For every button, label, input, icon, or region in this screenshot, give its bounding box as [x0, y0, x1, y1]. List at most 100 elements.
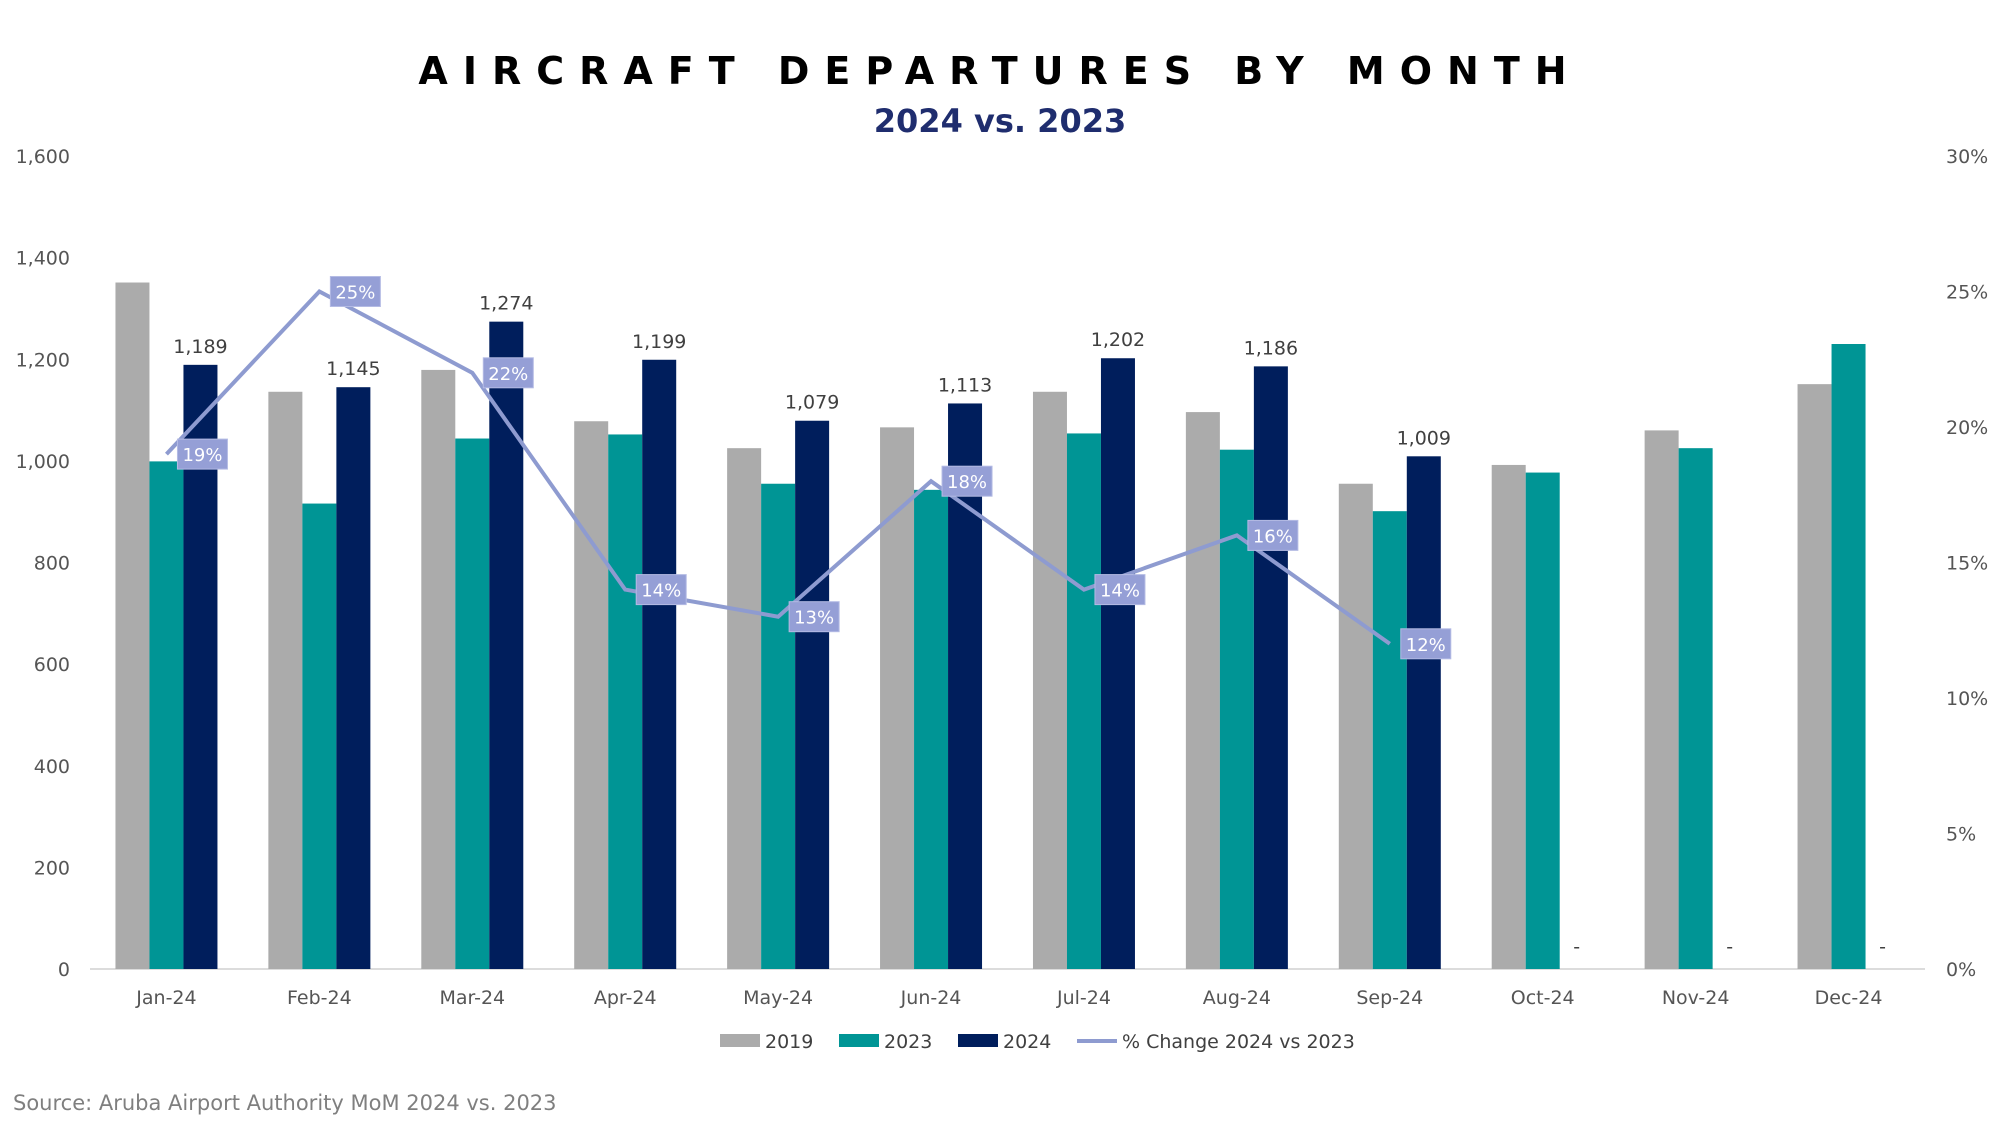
bar-2024-Mar-24 [489, 321, 524, 969]
legend-swatch-2023 [839, 1034, 879, 1047]
x-tick-label: May-24 [743, 987, 813, 1009]
x-tick-label: Jul-24 [1056, 987, 1111, 1009]
pct-label: 16% [1253, 526, 1293, 547]
y-axis-right: 0% 5% 10% 15% 20% 25% 30% [1946, 146, 1988, 981]
y2-tick-label: 5% [1946, 824, 1976, 846]
bar-2024-Sep-24 [1406, 456, 1441, 969]
pct-label: 18% [947, 472, 987, 493]
y-tick-label: 1,600 [16, 146, 70, 168]
legend-label-pct-change: % Change 2024 vs 2023 [1122, 1031, 1355, 1053]
pct-label-box [635, 574, 687, 606]
bar-2019-Dec-24 [1797, 384, 1832, 969]
legend-label-2023: 2023 [884, 1031, 932, 1053]
bar-2019-Jul-24 [1032, 391, 1067, 969]
y-tick-label: 800 [34, 553, 70, 575]
chart-title: AIRCRAFT DEPARTURES BY MONTH [418, 49, 1581, 93]
pct-change-polyline [165, 289, 1391, 646]
chart-subtitle: 2024 vs. 2023 [874, 102, 1126, 140]
pct-label-box [1400, 628, 1452, 660]
bar-2019-Feb-24 [268, 391, 303, 969]
pct-change-line: 19% 25% 22% 14% 13% 18% 14% 16% 12% [165, 276, 1452, 660]
y-tick-label: 1,000 [16, 451, 70, 473]
y2-tick-label: 25% [1946, 282, 1988, 304]
y2-tick-label: 15% [1946, 553, 1988, 575]
y-tick-label: 600 [34, 654, 70, 676]
data-label-2024: 1,189 [173, 336, 227, 358]
bar-2023-Jul-24 [1066, 433, 1101, 969]
x-tick-label: Apr-24 [594, 987, 657, 1009]
y-tick-label: 0 [58, 959, 70, 981]
bar-2023-Dec-24 [1831, 344, 1866, 970]
y2-tick-label: 20% [1946, 417, 1988, 439]
pct-label-box [941, 465, 993, 497]
bar-2019-Aug-24 [1185, 412, 1220, 970]
bar-2024-May-24 [795, 420, 830, 969]
y-tick-label: 1,200 [16, 349, 70, 371]
pct-label: 25% [335, 283, 375, 304]
bar-2023-Jun-24 [914, 489, 949, 969]
x-tick-label: Mar-24 [439, 987, 505, 1009]
pct-label: 14% [1100, 581, 1140, 602]
x-tick-label: Nov-24 [1662, 987, 1730, 1009]
bars: 1,189 1,145 1,274 1,199 1,079 1,113 1,202 1,186… [115, 282, 1886, 970]
y-tick-label: 200 [34, 857, 70, 879]
bar-2024-Aug-24 [1253, 366, 1288, 969]
bar-2023-Mar-24 [455, 438, 490, 970]
data-label-2024: 1,186 [1244, 337, 1298, 359]
y-tick-label: 1,400 [16, 248, 70, 270]
pct-label-box [482, 357, 534, 389]
x-tick-label: Dec-24 [1815, 987, 1883, 1009]
bar-2023-Nov-24 [1678, 448, 1713, 969]
y2-tick-label: 0% [1946, 959, 1976, 981]
legend-swatch-2019 [720, 1034, 760, 1047]
x-tick-label: Sep-24 [1356, 987, 1423, 1009]
bar-2023-Sep-24 [1372, 511, 1407, 969]
x-tick-label: Aug-24 [1203, 987, 1271, 1009]
pct-label-box [788, 601, 840, 633]
bar-2019-Jan-24 [115, 282, 150, 969]
bar-2023-Oct-24 [1525, 472, 1560, 969]
pct-label: 22% [488, 364, 528, 385]
data-label-2024: - [1879, 936, 1886, 958]
x-tick-label: Oct-24 [1511, 987, 1575, 1009]
x-tick-label: Jan-24 [135, 987, 196, 1009]
bar-2024-Apr-24 [642, 359, 677, 969]
data-label-2024: 1,199 [632, 331, 686, 353]
data-label-2024: 1,113 [938, 374, 992, 396]
x-tick-label: Jun-24 [900, 987, 962, 1009]
data-label-2024: 1,145 [326, 358, 380, 380]
pct-label: 19% [182, 445, 222, 466]
data-label-2024: - [1573, 936, 1580, 958]
data-label-2024: - [1726, 936, 1733, 958]
bar-2024-Jul-24 [1100, 358, 1135, 969]
pct-label: 12% [1406, 635, 1446, 656]
source-note: Source: Aruba Airport Authority MoM 2024… [13, 1091, 557, 1115]
y-axis-left: 0 200 400 600 800 1,000 1,200 1,400 1,600 [16, 146, 70, 981]
bar-2019-Oct-24 [1491, 464, 1526, 969]
y2-tick-label: 30% [1946, 146, 1988, 168]
pct-label-box [329, 276, 381, 307]
legend-swatch-2024 [958, 1034, 998, 1047]
pct-label-box [1094, 574, 1146, 606]
pct-label-box [176, 438, 228, 470]
bar-2019-Nov-24 [1644, 430, 1679, 969]
bar-2023-Feb-24 [302, 503, 337, 969]
y2-tick-label: 10% [1946, 688, 1988, 710]
data-label-2024: 1,274 [479, 293, 533, 315]
legend-label-2019: 2019 [765, 1031, 813, 1053]
bar-2024-Feb-24 [336, 387, 371, 969]
y-tick-label: 400 [34, 756, 70, 778]
bar-2023-Jan-24 [149, 461, 184, 969]
pct-label: 13% [794, 608, 834, 629]
bar-2023-May-24 [761, 483, 796, 969]
x-axis-labels: Jan-24 Feb-24 Mar-24 Apr-24 May-24 Jun-24 Jul-… [135, 987, 1882, 1009]
bar-2019-Jun-24 [880, 427, 915, 969]
pct-label-box [1247, 519, 1299, 551]
data-label-2024: 1,202 [1091, 329, 1145, 351]
legend: 2019 2023 2024 % Change 2024 vs 2023 [720, 1031, 1355, 1053]
data-label-2024: 1,009 [1397, 427, 1451, 449]
bar-2019-Apr-24 [574, 421, 609, 970]
bar-2019-Sep-24 [1338, 483, 1373, 969]
pct-label: 14% [641, 581, 681, 602]
